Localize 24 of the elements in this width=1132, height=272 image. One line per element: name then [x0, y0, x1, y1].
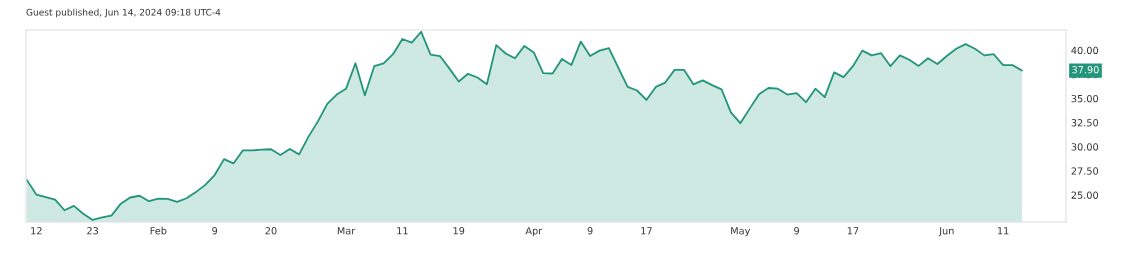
x-tick-label: 23	[87, 227, 99, 235]
y-tick-label: 25.00	[1071, 191, 1099, 199]
x-tick-label: 11	[397, 227, 408, 235]
x-tick-label: Feb	[150, 226, 167, 235]
x-tick-label: Mar	[337, 227, 356, 235]
y-tick-label: 32.50	[1071, 119, 1099, 127]
x-tick-label: 9	[794, 227, 800, 235]
x-tick-label: 11	[997, 227, 1009, 235]
x-tick-label: 17	[641, 227, 652, 235]
x-tick-label: 20	[265, 227, 277, 235]
chart-title: Guest published, Jun 14, 2024 09:18 UTC-4	[26, 8, 221, 18]
x-tick-label: 12	[31, 227, 42, 235]
text: 37.90	[1072, 65, 1099, 74]
x-tick-label: Apr	[525, 227, 543, 237]
y-tick-label: 27.50	[1071, 167, 1099, 175]
x-tick-label: 19	[453, 227, 465, 235]
y-tick-label: 40.00	[1071, 46, 1099, 55]
y-tick-label: 30.00	[1071, 143, 1099, 151]
x-tick-label: 9	[212, 227, 218, 235]
x-tick-label: May	[731, 227, 751, 237]
x-tick-label: 9	[587, 227, 593, 235]
x-tick-label: 17	[847, 227, 859, 235]
x-tick-label: Jun	[938, 227, 954, 237]
y-tick-label: 35.00	[1071, 94, 1099, 103]
